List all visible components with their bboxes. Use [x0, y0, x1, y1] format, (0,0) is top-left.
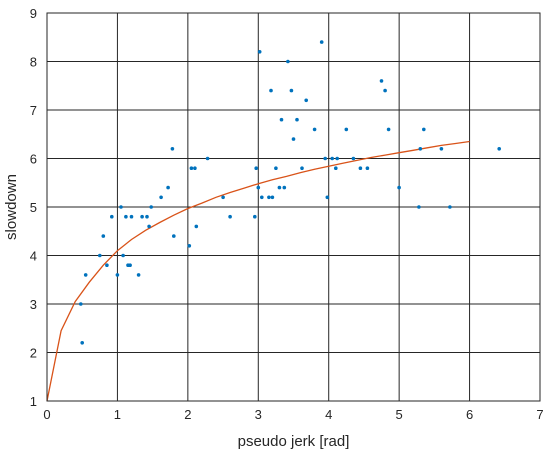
data-point: [289, 88, 294, 93]
data-point: [149, 205, 153, 209]
y-tick-label: 3: [30, 297, 37, 312]
data-point: [166, 185, 170, 190]
data-point: [334, 166, 338, 170]
data-point: [497, 147, 502, 151]
data-point: [291, 137, 296, 141]
x-tick-label: 1: [114, 407, 121, 422]
data-point: [159, 195, 163, 200]
data-point: [121, 253, 125, 258]
data-point: [286, 59, 290, 64]
y-tick-label: 9: [30, 6, 37, 21]
data-point: [129, 214, 134, 219]
x-tick-label: 4: [325, 407, 332, 422]
data-point: [228, 214, 232, 219]
data-point: [269, 88, 273, 93]
y-tick-label: 6: [30, 152, 37, 167]
data-point: [277, 185, 282, 190]
data-point: [358, 166, 363, 170]
x-tick-label: 5: [396, 407, 403, 422]
data-point: [335, 156, 340, 161]
fit-curve: [46, 140, 470, 402]
data-point: [101, 234, 106, 238]
data-point: [80, 341, 84, 345]
data-point: [128, 263, 132, 268]
x-tick-label: 2: [184, 407, 191, 422]
y-tick-label: 4: [30, 249, 37, 264]
data-point: [124, 214, 128, 219]
data-point: [254, 166, 258, 170]
plot-frame: [46, 12, 541, 402]
y-tick-label: 8: [30, 55, 37, 70]
x-tick-label: 3: [255, 407, 262, 422]
data-point: [136, 273, 141, 277]
y-axis-label: slowdown: [3, 174, 20, 240]
fit-curve-layer: [46, 140, 470, 402]
data-point: [256, 185, 261, 190]
data-point: [187, 244, 192, 248]
data-point: [260, 195, 264, 200]
x-tick-labels: 0 1 2 3 4 5 6 7: [43, 407, 543, 422]
data-point: [351, 156, 356, 161]
data-point: [274, 166, 278, 170]
data-point: [253, 214, 257, 219]
x-tick-label: 7: [536, 407, 543, 422]
data-point: [194, 224, 199, 229]
data-point: [304, 98, 309, 103]
data-point: [79, 302, 83, 306]
data-point: [115, 273, 120, 277]
data-point: [170, 147, 175, 151]
data-point: [323, 156, 328, 161]
data-point: [418, 147, 423, 151]
data-point: [300, 166, 304, 170]
data-point: [282, 185, 287, 190]
data-point: [422, 127, 426, 132]
y-tick-label: 1: [30, 394, 37, 409]
data-point: [189, 166, 194, 170]
x-tick-label: 0: [43, 407, 50, 422]
y-tick-labels: 1 2 3 4 5 6 7 8 9: [30, 6, 37, 409]
y-tick-label: 2: [30, 346, 37, 361]
data-point: [145, 214, 149, 219]
y-tick-label: 7: [30, 103, 37, 118]
data-point: [344, 127, 349, 132]
data-point: [98, 253, 102, 258]
data-point: [295, 117, 299, 122]
data-points-layer: [79, 40, 502, 345]
data-point: [386, 127, 391, 132]
data-point: [379, 79, 384, 83]
data-point: [205, 156, 210, 161]
data-point: [448, 205, 452, 209]
data-point: [330, 156, 335, 161]
data-point: [439, 147, 444, 151]
data-point: [397, 185, 401, 190]
data-point: [279, 117, 284, 122]
data-point: [147, 224, 151, 229]
data-point: [172, 234, 176, 238]
data-point: [83, 273, 88, 277]
data-point: [257, 50, 262, 54]
data-point: [110, 214, 114, 219]
data-point: [193, 166, 197, 170]
x-axis-label: pseudo jerk [rad]: [238, 433, 350, 450]
data-point: [119, 205, 123, 209]
x-tick-label: 6: [466, 407, 473, 422]
data-point: [140, 214, 144, 219]
data-point: [383, 88, 387, 93]
data-point: [267, 195, 271, 200]
data-point: [270, 195, 275, 200]
data-point: [325, 195, 330, 200]
y-tick-label: 5: [30, 200, 37, 215]
data-point: [365, 166, 370, 170]
data-point: [221, 195, 225, 200]
data-point: [105, 263, 109, 268]
data-point: [312, 127, 317, 132]
data-point: [417, 205, 421, 209]
data-point: [319, 40, 324, 44]
